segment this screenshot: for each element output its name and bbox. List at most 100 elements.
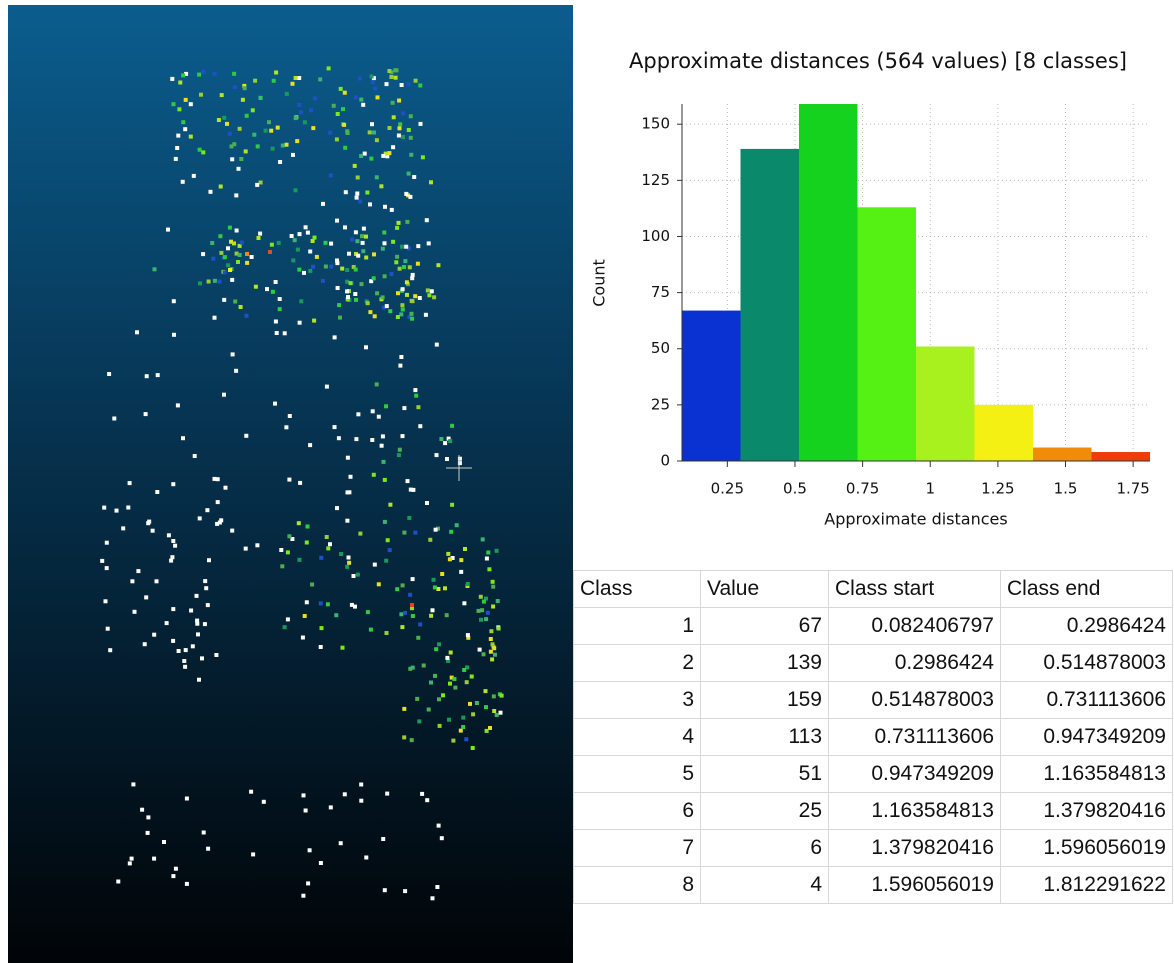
cloud-point [239, 157, 243, 161]
column-header[interactable]: Value [701, 571, 829, 608]
cloud-point [356, 254, 360, 258]
cloud-point [438, 724, 442, 728]
cloud-point [252, 133, 256, 137]
cloud-point [399, 355, 403, 359]
y-axis-label: Count [590, 259, 609, 307]
cloud-point [397, 134, 401, 138]
column-header[interactable]: Class [574, 571, 701, 608]
cloud-point [165, 621, 169, 625]
cloud-point [435, 343, 439, 347]
cloud-point [193, 454, 197, 458]
cloud-point [222, 393, 226, 397]
cloud-point [291, 258, 295, 262]
cloud-point [359, 783, 363, 787]
cloud-point [213, 279, 217, 283]
cloud-point [346, 131, 350, 135]
cloud-point [417, 719, 421, 723]
cloud-point [353, 292, 357, 296]
table-cell: 159 [701, 682, 829, 719]
cloud-point [116, 880, 120, 884]
cloud-point [197, 678, 201, 682]
cloud-point [461, 716, 465, 720]
cloud-point [489, 629, 493, 633]
cloud-point [333, 425, 337, 429]
cloud-point [401, 287, 405, 291]
cloud-point [364, 256, 368, 260]
cloud-point [381, 154, 385, 158]
cloud-point [298, 232, 302, 236]
cloud-point [171, 639, 175, 643]
cloud-point [228, 268, 232, 272]
viewport-3d[interactable] [8, 5, 573, 963]
cloud-point [343, 225, 347, 229]
table-cell: 0.2986424 [829, 645, 1001, 682]
cloud-point [343, 146, 347, 150]
cloud-point [182, 659, 186, 663]
cloud-point [332, 104, 336, 108]
cloud-point [309, 108, 313, 112]
cloud-point [387, 69, 391, 73]
cloud-point [375, 382, 379, 386]
cloud-point [303, 120, 307, 124]
cloud-point [325, 385, 329, 389]
cloud-point [416, 244, 420, 248]
column-header[interactable]: Class start [829, 571, 1001, 608]
table-cell: 3 [574, 682, 701, 719]
cloud-point [437, 697, 441, 701]
cloud-point [274, 71, 278, 75]
cloud-point [198, 148, 202, 152]
cloud-point [337, 436, 341, 440]
cloud-point [497, 627, 501, 631]
cloud-point [427, 293, 431, 297]
cloud-point [298, 321, 302, 325]
cloud-point [359, 799, 363, 803]
cloud-point [236, 260, 240, 264]
cloud-point [329, 805, 333, 809]
cloud-point [461, 725, 465, 729]
cloud-point [398, 364, 402, 368]
cloud-point [401, 434, 405, 438]
cloud-point [443, 441, 447, 445]
cloud-point [356, 573, 360, 577]
cloud-point [272, 79, 276, 83]
cloud-point [448, 682, 452, 686]
cloud-point [468, 702, 472, 706]
cloud-point [216, 500, 220, 504]
cloud-point [401, 111, 405, 115]
histogram-bar [916, 346, 975, 461]
cloud-point [185, 797, 189, 801]
cloud-point [452, 677, 456, 681]
cloud-point [404, 192, 408, 196]
cloud-point [206, 603, 210, 607]
cloud-point [173, 544, 177, 548]
cloud-point [297, 268, 301, 272]
cloud-point [387, 151, 391, 155]
cloud-point [202, 831, 206, 835]
table-header: ClassValueClass startClass end [574, 571, 1173, 608]
table-cell: 0.731113606 [829, 719, 1001, 756]
cloud-point [285, 143, 289, 147]
cloud-point [436, 587, 440, 591]
cloud-point [166, 228, 170, 232]
cloud-point [169, 559, 173, 563]
cloud-point [344, 190, 348, 194]
cloud-point [297, 76, 301, 80]
cloud-point [176, 134, 180, 138]
cloud-point [233, 85, 237, 89]
column-header[interactable]: Class end [1001, 571, 1173, 608]
cloud-point [372, 276, 376, 280]
cloud-point [368, 310, 372, 314]
cloud-point [388, 548, 392, 552]
cloud-point [479, 618, 483, 622]
cloud-point [410, 276, 414, 280]
cloud-point [287, 478, 291, 482]
chart-title: Approximate distances (564 values) [8 cl… [629, 49, 1127, 73]
